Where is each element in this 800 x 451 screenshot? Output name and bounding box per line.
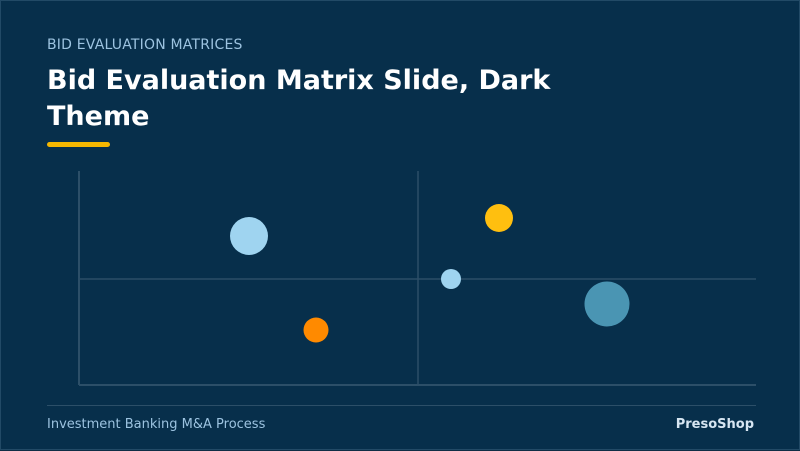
bubble-light-blue-large [230, 217, 268, 255]
brand-name: PresoShop [675, 417, 754, 432]
bubble-teal-large [584, 281, 630, 327]
bubble-yellow [485, 204, 513, 232]
title-accent-bar [47, 142, 110, 147]
slide-title: Bid Evaluation Matrix Slide, Dark Theme [47, 65, 551, 132]
matrix-axes [78, 171, 756, 386]
matrix-bubbles [230, 204, 630, 343]
bubble-light-blue-small [441, 269, 461, 289]
bubble-orange [303, 317, 329, 343]
footer-subtitle: Investment Banking M&A Process [47, 417, 266, 432]
footer-divider [47, 405, 756, 406]
slide-kicker: BID EVALUATION MATRICES [47, 37, 243, 53]
